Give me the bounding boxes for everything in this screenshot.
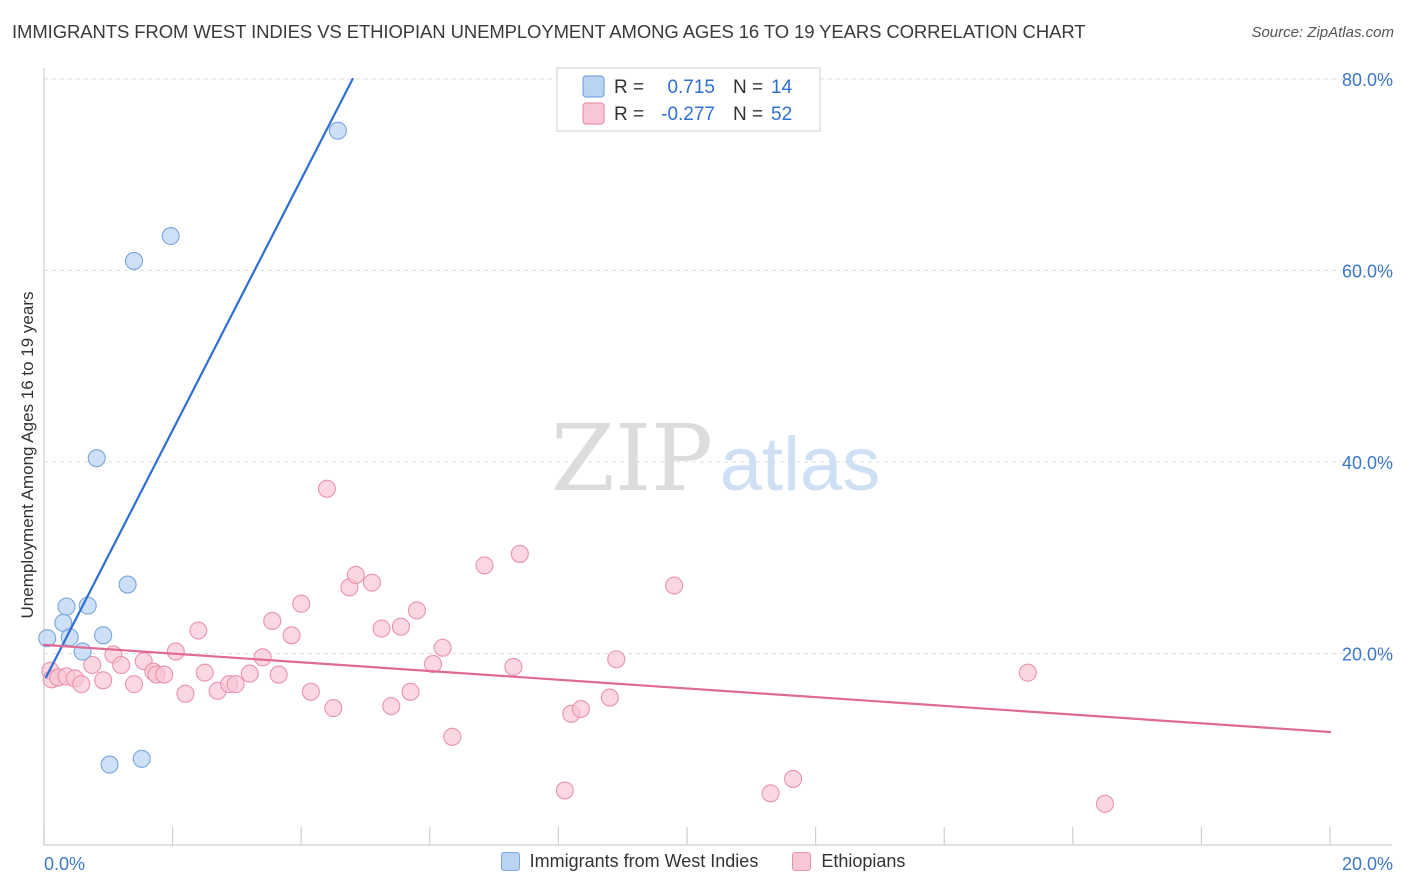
point-ethiopians bbox=[282, 626, 301, 645]
point-ethiopians bbox=[443, 727, 462, 746]
point-ethiopians bbox=[401, 682, 420, 701]
axes bbox=[43, 68, 1392, 846]
point-ethiopians bbox=[784, 769, 803, 788]
legend-n-value-2: 52 bbox=[771, 104, 792, 125]
point-west-indies bbox=[328, 121, 347, 140]
point-ethiopians bbox=[407, 601, 426, 620]
legend-label-west-indies: Immigrants from West Indies bbox=[529, 851, 759, 871]
point-ethiopians bbox=[555, 781, 574, 800]
point-west-indies bbox=[94, 626, 113, 645]
point-ethiopians bbox=[292, 594, 311, 613]
y-tick-label: 20.0% bbox=[1342, 645, 1393, 665]
legend-n-label-2: N = bbox=[733, 104, 763, 125]
trend-lines bbox=[42, 77, 1332, 734]
point-ethiopians bbox=[176, 684, 195, 703]
point-ethiopians bbox=[1018, 663, 1037, 682]
point-ethiopians bbox=[607, 650, 626, 669]
point-west-indies bbox=[38, 629, 57, 648]
y-tick-label: 40.0% bbox=[1342, 453, 1393, 473]
tick-labels: 20.0% 40.0% 60.0% 80.0% 0.0% 20.0% bbox=[44, 70, 1393, 874]
point-west-indies bbox=[124, 251, 144, 270]
point-ethiopians bbox=[240, 664, 259, 683]
point-ethiopians bbox=[166, 642, 185, 661]
point-ethiopians bbox=[362, 573, 381, 592]
chart-source: Source: ZipAtlas.com bbox=[1251, 24, 1394, 41]
point-ethiopians bbox=[571, 699, 590, 719]
point-ethiopians bbox=[263, 611, 282, 630]
y-tick-label: 80.0% bbox=[1342, 70, 1393, 90]
legend-r-value-2: -0.277 bbox=[661, 104, 715, 125]
point-ethiopians bbox=[226, 675, 245, 694]
point-west-indies bbox=[100, 755, 119, 774]
watermark: ZIP atlas bbox=[551, 405, 880, 512]
point-west-indies bbox=[57, 597, 76, 616]
point-ethiopians bbox=[94, 671, 113, 690]
legend-r-label-2: R = bbox=[614, 104, 644, 125]
point-west-indies bbox=[87, 449, 106, 468]
legend-marker-west-indies bbox=[500, 852, 520, 871]
point-ethiopians bbox=[269, 665, 288, 684]
point-ethiopians bbox=[189, 621, 208, 640]
point-ethiopians bbox=[423, 654, 443, 674]
legend-item-west-indies: Immigrants from West Indies bbox=[500, 851, 759, 872]
point-ethiopians bbox=[600, 688, 619, 707]
point-ethiopians bbox=[346, 565, 365, 585]
point-ethiopians bbox=[510, 544, 529, 563]
x-tick-label-right: 20.0% bbox=[1342, 854, 1393, 874]
watermark-zip: ZIP bbox=[551, 405, 713, 512]
series-legend: Immigrants from West Indies Ethiopians bbox=[0, 851, 1406, 872]
trend-line-ethiopians bbox=[42, 643, 1332, 734]
point-ethiopians bbox=[504, 657, 523, 676]
chart-title: IMMIGRANTS FROM WEST INDIES VS ETHIOPIAN… bbox=[12, 21, 1086, 42]
point-ethiopians bbox=[83, 655, 102, 675]
point-ethiopians bbox=[665, 576, 684, 595]
data-points bbox=[38, 121, 1114, 813]
point-ethiopians bbox=[324, 699, 343, 718]
y-tick-label: 60.0% bbox=[1342, 262, 1393, 282]
legend-r-value-1: 0.715 bbox=[667, 77, 715, 98]
legend-swatch-west-indies bbox=[582, 75, 605, 98]
point-ethiopians bbox=[382, 697, 401, 716]
point-ethiopians bbox=[112, 655, 131, 675]
legend-r-label-1: R = bbox=[614, 77, 644, 98]
point-ethiopians bbox=[1095, 794, 1114, 813]
point-ethiopians bbox=[761, 784, 780, 803]
legend-marker-ethiopians bbox=[792, 852, 812, 871]
x-tick-label-left: 0.0% bbox=[44, 854, 85, 874]
trend-line-west-indies bbox=[44, 77, 354, 679]
point-ethiopians bbox=[475, 556, 494, 575]
point-west-indies bbox=[132, 749, 151, 768]
point-ethiopians bbox=[195, 663, 214, 682]
legend-item-ethiopians: Ethiopians bbox=[792, 851, 905, 872]
point-ethiopians bbox=[372, 619, 391, 638]
gridlines bbox=[44, 78, 1392, 654]
point-ethiopians bbox=[124, 675, 144, 694]
legend-n-label-1: N = bbox=[733, 77, 763, 98]
point-ethiopians bbox=[155, 665, 174, 684]
point-ethiopians bbox=[317, 479, 336, 498]
stats-legend: R = 0.715 N = 14 R = -0.277 N = 52 bbox=[556, 67, 821, 132]
point-ethiopians bbox=[72, 675, 91, 694]
point-west-indies bbox=[161, 226, 180, 246]
point-west-indies bbox=[73, 642, 92, 661]
legend-n-value-1: 14 bbox=[771, 77, 793, 98]
point-ethiopians bbox=[301, 682, 320, 701]
point-ethiopians bbox=[433, 638, 452, 657]
legend-swatch-ethiopians bbox=[582, 102, 605, 125]
watermark-atlas: atlas bbox=[720, 422, 881, 507]
point-ethiopians bbox=[253, 648, 272, 667]
point-ethiopians bbox=[391, 617, 410, 636]
legend-label-ethiopians: Ethiopians bbox=[821, 851, 906, 871]
point-west-indies bbox=[118, 575, 137, 594]
